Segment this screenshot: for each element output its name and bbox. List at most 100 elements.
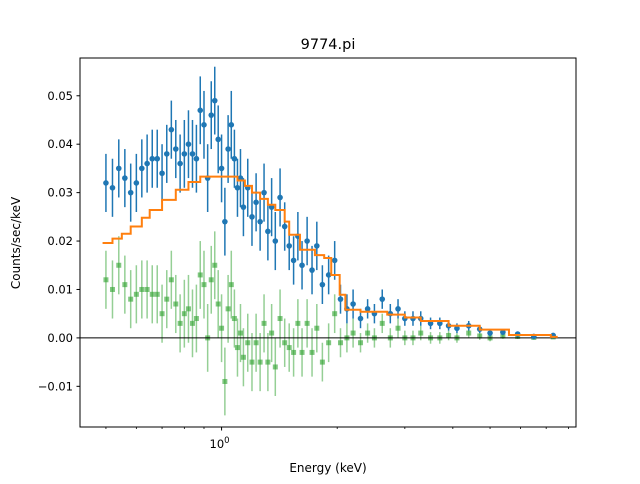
- residual-point: [395, 325, 401, 331]
- residual-point: [477, 333, 483, 339]
- data-point: [277, 194, 283, 201]
- residual-point: [173, 301, 179, 307]
- residual-point: [116, 262, 122, 268]
- y-tick-label: 0.04: [47, 137, 73, 151]
- data-point: [299, 262, 305, 269]
- chart-title: 9774.pi: [301, 37, 356, 53]
- data-point: [357, 315, 364, 322]
- data-point: [454, 325, 460, 332]
- residual-point: [109, 286, 115, 292]
- data-point: [177, 160, 183, 167]
- x-axis-label: Energy (keV): [289, 461, 366, 475]
- data-point: [395, 306, 401, 312]
- data-point: [149, 155, 156, 162]
- data-point: [304, 238, 310, 244]
- data-point: [168, 126, 175, 133]
- residual-point: [257, 359, 263, 365]
- residual-point: [332, 311, 338, 317]
- data-point: [115, 165, 122, 172]
- y-tick-label: 0.03: [47, 186, 73, 200]
- ticks: 0.05 0.04 0.03 0.02 0.01 0.00 −0.01 100: [38, 89, 569, 451]
- data-point: [253, 199, 259, 206]
- y-tick-label: 0.02: [47, 234, 73, 248]
- data-point: [314, 243, 320, 249]
- data-point: [201, 122, 207, 128]
- data-point: [286, 243, 293, 249]
- data-point: [350, 301, 356, 307]
- plot-marks: [80, 66, 576, 416]
- x-tick-label: 100: [210, 436, 230, 451]
- data-point: [265, 228, 271, 235]
- data-point: [154, 155, 161, 162]
- residual-point: [177, 320, 183, 326]
- data-point: [163, 151, 170, 157]
- residual-point: [212, 262, 218, 268]
- residual-point: [234, 345, 240, 351]
- data-point: [379, 296, 386, 302]
- data-point: [144, 160, 150, 167]
- residual-point: [225, 306, 231, 312]
- data-point: [181, 151, 188, 157]
- y-tick-label: −0.01: [38, 379, 73, 393]
- data-point: [290, 257, 297, 264]
- data-point: [337, 296, 344, 302]
- data-point: [240, 204, 247, 210]
- x-tick-base: 10: [210, 437, 225, 451]
- data-point: [231, 155, 238, 162]
- data-point: [172, 146, 179, 152]
- residual-point: [379, 320, 385, 326]
- data-point: [197, 107, 204, 114]
- residual-point: [164, 296, 170, 302]
- residual-point: [269, 330, 275, 336]
- data-point: [487, 330, 493, 336]
- y-tick-label: 0.00: [47, 331, 73, 345]
- residual-point: [446, 332, 452, 338]
- residual-point: [500, 333, 506, 339]
- data-point: [159, 170, 165, 177]
- data-point: [261, 189, 267, 196]
- data-point: [319, 281, 326, 288]
- residual-point: [168, 277, 174, 283]
- data-point: [427, 320, 434, 327]
- residual-point: [133, 291, 139, 297]
- y-axis-label: Counts/sec/keV: [9, 196, 23, 289]
- residual-point: [272, 364, 278, 370]
- data-point: [225, 146, 231, 152]
- data-point: [215, 136, 221, 143]
- data-point: [268, 204, 275, 210]
- residual-point: [304, 320, 310, 326]
- data-point: [257, 218, 263, 225]
- residual-point: [265, 359, 271, 365]
- data-point: [234, 184, 241, 191]
- data-point: [133, 180, 140, 186]
- data-point: [185, 141, 192, 147]
- residual-point: [295, 320, 301, 326]
- residual-point: [299, 349, 305, 355]
- residual-point: [215, 301, 221, 307]
- y-tick-label: 0.05: [47, 89, 73, 103]
- residual-point: [418, 330, 424, 336]
- data-point: [309, 267, 315, 273]
- residual-point: [237, 330, 243, 336]
- plot-frame: [79, 57, 577, 428]
- residual-point: [144, 286, 150, 292]
- residual-point: [139, 286, 145, 292]
- data-point: [103, 180, 109, 186]
- data-point: [500, 329, 506, 335]
- residual-point: [228, 282, 234, 288]
- residual-point: [249, 359, 255, 365]
- residual-point: [193, 316, 199, 322]
- model-line: [102, 175, 558, 338]
- residual-point: [201, 282, 207, 288]
- residual-point: [314, 325, 320, 331]
- residual-point: [261, 320, 267, 326]
- residual-point: [231, 316, 237, 322]
- residual-point: [122, 282, 128, 288]
- residual-point: [240, 354, 246, 360]
- data-point: [325, 272, 332, 278]
- data-point: [127, 189, 134, 196]
- x-tick-exponent: 0: [224, 436, 229, 446]
- residual-point: [222, 378, 228, 384]
- residual-point: [189, 320, 195, 326]
